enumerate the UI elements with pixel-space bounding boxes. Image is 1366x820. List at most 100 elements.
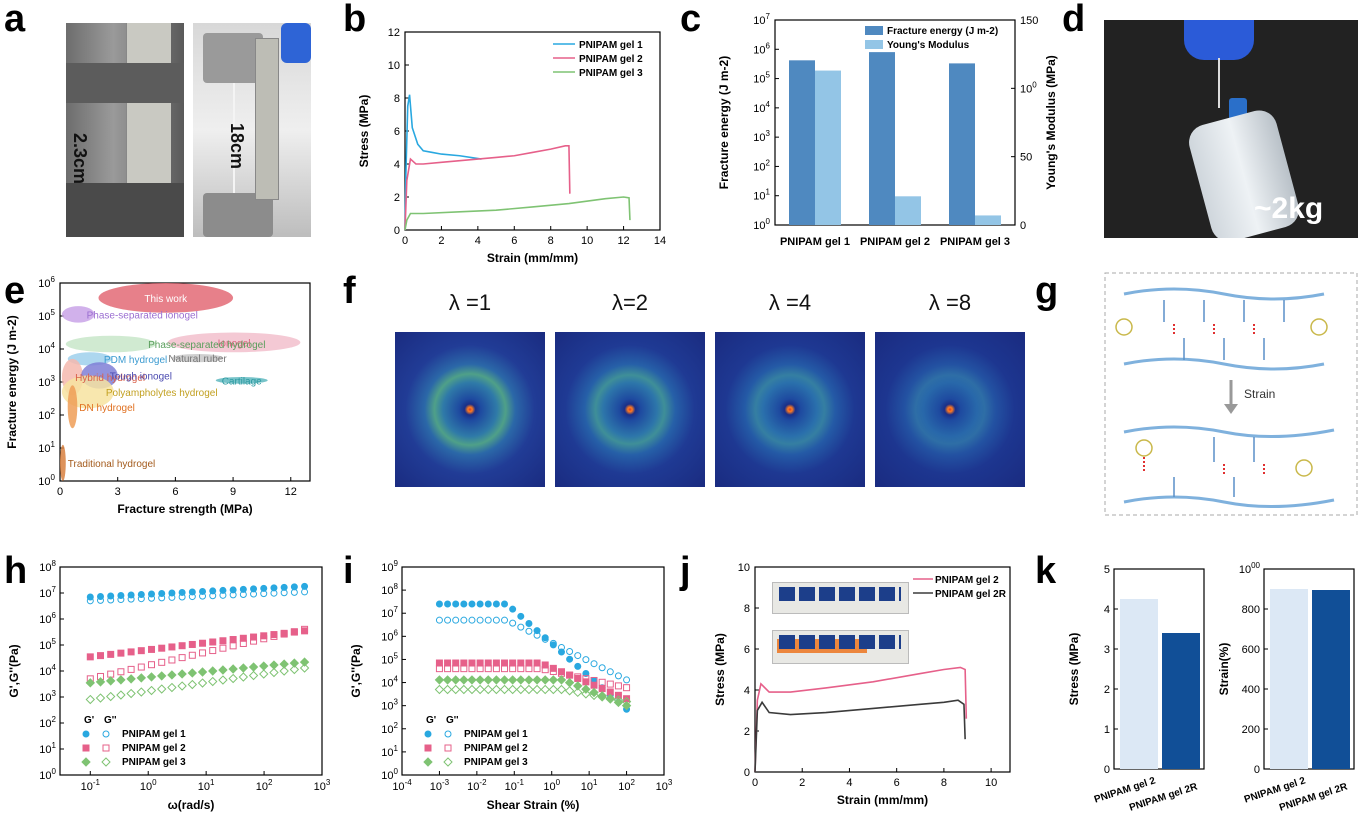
chart-c-fracture-energy: 100 101 102 103 104 105 106 107 0 50 100 150 PNIPAM … [717,12,1058,248]
data-point-gdoubleprime-gel2 [517,665,525,673]
data-point-gprime-gel3 [499,675,510,685]
x-tick-label: 101 [581,778,598,793]
lambda-4-label: λ =4 [768,290,812,315]
data-point-gprime-gel3 [491,675,502,685]
data-point-gprime-gel3 [589,687,599,698]
data-point-gprime-gel1 [468,600,476,608]
panel-label-g: g [1035,270,1059,312]
data-point-gprime-gel2 [127,648,135,656]
x-tick-label: 6 [172,486,178,498]
series-line-gel2 [404,145,571,231]
data-point-gprime-gel2 [199,639,207,647]
data-point-gdoubleprime-gel3 [621,696,632,707]
y-tick-label: 2 [744,726,750,738]
data-point-gprime-gel2 [557,668,565,676]
legend-label: PNIPAM gel 2 [579,54,643,65]
data-point-gprime-gel3 [524,675,534,685]
data-point-gdoubleprime-gel3 [105,691,116,702]
data-point-gprime-gel3 [573,681,583,691]
ionic-liquid-cation [1295,459,1313,477]
region-cartilage [215,377,268,384]
y-tick-label: 8 [394,93,400,105]
data-point-gdoubleprime-gel2 [199,649,207,657]
data-point-gprime-gel1 [501,600,509,608]
legend-label: PNIPAM gel 2R [935,589,1007,600]
data-point-gdoubleprime-gel3 [289,664,300,675]
data-point-gprime-gel3 [467,675,477,685]
y-tick-label: 106 [39,611,56,626]
data-point-gdoubleprime-gel3 [279,666,289,676]
y-tick-label: 102 [753,158,770,173]
data-point-gprime-gel2 [614,691,622,699]
clamp-bottom [66,183,184,237]
x-tick-label: 103 [314,778,331,793]
data-point-gprime-gel1 [290,583,298,591]
data-point-gprime-gel2 [444,659,452,667]
region-label: This work [144,294,188,305]
data-point-gdoubleprime-gel2 [590,676,598,684]
legend-label: PNIPAM gel 3 [122,757,186,768]
y-axis-label: Stress (MPa) [713,633,727,706]
data-point-gdoubleprime-gel1 [574,652,582,660]
y-tick-label: 103 [38,374,55,389]
y-tick-label: 101 [381,744,398,759]
legend-marker-open [444,744,452,752]
polymer-chain [1123,357,1325,371]
data-point-gdoubleprime-gel1 [158,594,166,602]
x-tick-label: 9 [230,486,236,498]
data-point-gprime-gel2 [484,659,492,667]
panel-label-e: e [4,270,26,312]
x-tick-label: 12 [617,235,629,247]
x-tick-label: 10-2 [467,778,487,793]
data-point-gprime-gel2 [229,636,237,644]
data-point-gdoubleprime-gel1 [301,588,309,596]
data-point-gdoubleprime-gel1 [107,596,115,604]
data-point-gdoubleprime-gel1 [509,619,517,627]
legend-label: PNIPAM gel 3 [464,757,528,768]
data-point-gdoubleprime-gel1 [239,590,247,598]
data-point-gdoubleprime-gel2 [137,663,145,671]
data-point-gprime-gel3 [187,668,198,678]
y-tick-label: 10 [738,562,750,574]
data-point-gdoubleprime-gel1 [598,664,606,672]
data-point-gdoubleprime-gel1 [127,595,135,603]
data-point-gprime-gel1 [509,605,517,613]
region-label: Tough ionogel [110,371,172,382]
gel-strand [1218,58,1220,108]
data-point-gdoubleprime-gel1 [219,591,227,599]
side-groups [1173,437,1255,497]
x-tick-label: 2 [438,235,444,247]
data-point-gdoubleprime-gel2 [301,625,309,633]
data-point-gprime-gel1 [476,600,484,608]
logo-characters [779,587,901,601]
panel-label-j: j [680,550,691,592]
data-point-gdoubleprime-gel2 [250,637,258,645]
data-point-gdoubleprime-gel2 [229,642,237,650]
legend-marker-filled [82,744,90,752]
y-tick-label: 103 [753,129,770,144]
legend-swatch [865,26,883,35]
y-tick-label: 0 [1254,764,1260,776]
data-point-gprime-gel1 [525,619,533,627]
legend-label: PNIPAM gel 1 [579,40,643,51]
data-point-gprime-gel2 [468,659,476,667]
y-right-tick-label: 0 [1020,220,1026,232]
clamp-top [66,63,184,103]
y-tick-label: 105 [38,308,55,323]
legend-marker-filled [424,744,432,752]
y-tick-label: 3 [1104,644,1110,656]
data-point-gdoubleprime-gel3 [556,684,567,695]
data-point-gdoubleprime-gel3 [605,693,616,704]
legend-label: PNIPAM gel 3 [579,68,643,79]
data-point-gdoubleprime-gel1 [280,589,288,597]
data-point-gprime-gel2 [566,671,574,679]
legend-header-g1: G' [84,715,94,726]
y-tick-label: 108 [39,559,56,574]
y-tick-label: 101 [753,188,770,203]
saxs-image-lambda-1 [395,332,545,487]
data-point-gdoubleprime-gel1 [435,616,443,624]
data-point-gprime-gel3 [516,675,526,685]
photo-a1-label: 2.3cm [70,133,90,185]
x-tick-label: 10 [581,235,593,247]
legend-marker-open [443,757,453,767]
